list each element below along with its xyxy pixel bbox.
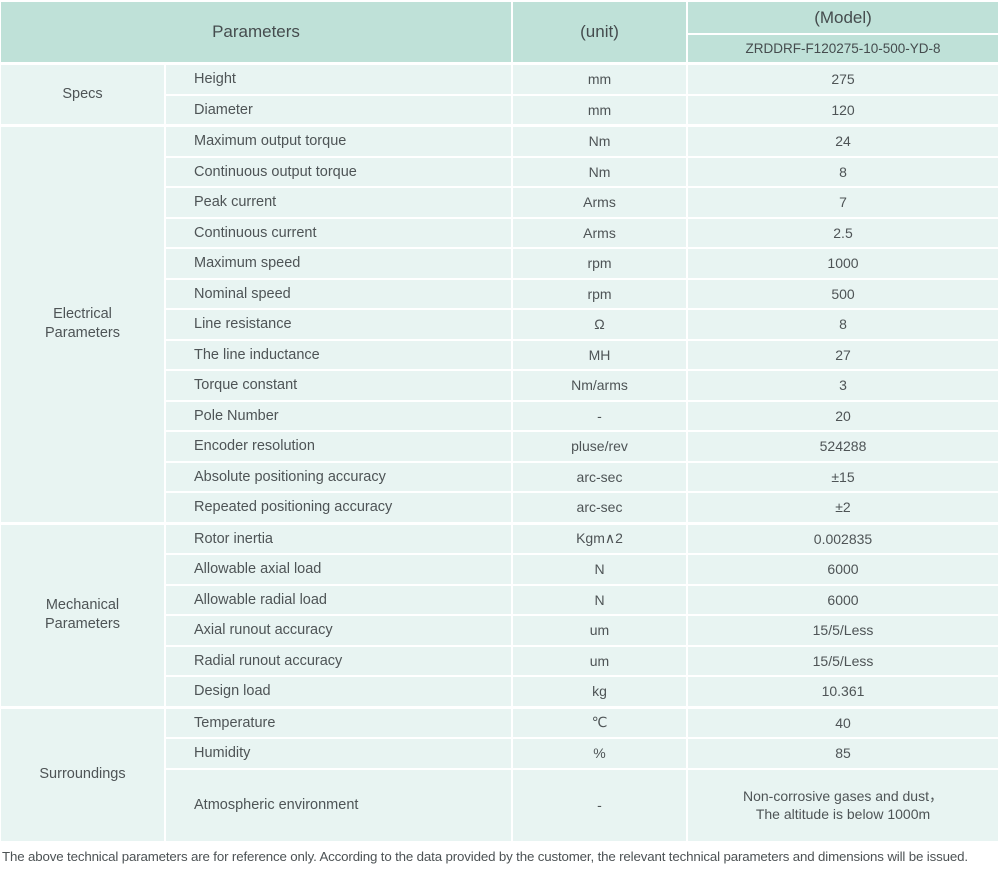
category-label: Electrical Parameters (45, 305, 120, 343)
param-name-cell: Maximum speed (166, 249, 511, 278)
param-unit-cell: Arms (513, 218, 686, 247)
param-value-cell: 40 (688, 708, 998, 737)
param-name-cell: Atmospheric environment (166, 769, 511, 841)
category-cell-surroundings: Surroundings (1, 708, 164, 841)
header-model-code: ZRDDRF-F120275-10-500-YD-8 (688, 35, 998, 62)
param-unit-cell: rpm (513, 279, 686, 308)
section-surroundings: Surroundings Temperature ℃ 40 Humidity %… (1, 708, 998, 841)
param-name-cell: Temperature (166, 708, 511, 737)
param-unit-cell: - (513, 401, 686, 430)
category-cell-mechanical: Mechanical Parameters (1, 524, 164, 706)
param-value-cell: 2.5 (688, 218, 998, 247)
param-unit-cell: um (513, 646, 686, 675)
param-unit-cell: N (513, 555, 686, 584)
param-value-cell: 27 (688, 340, 998, 369)
param-name-cell: The line inductance (166, 340, 511, 369)
param-name-cell: Diameter (166, 95, 511, 124)
param-value-cell: ±15 (688, 462, 998, 491)
param-name-cell: Absolute positioning accuracy (166, 462, 511, 491)
param-unit-cell: N (513, 585, 686, 614)
param-value-cell: 0.002835 (688, 524, 998, 553)
category-line: Mechanical (45, 597, 120, 613)
param-unit-cell: um (513, 616, 686, 645)
param-name-cell: Humidity (166, 739, 511, 768)
param-value-cell: 6000 (688, 585, 998, 614)
param-value-cell: 85 (688, 739, 998, 768)
param-value-cell: 8 (688, 157, 998, 186)
multiline-value: Non-corrosive gases and dust， The altitu… (743, 787, 943, 823)
param-name-cell: Maximum output torque (166, 127, 511, 156)
param-value-cell: 15/5/Less (688, 616, 998, 645)
table-header: Parameters (unit) (Model) ZRDDRF-F120275… (1, 2, 998, 62)
param-value-cell: 15/5/Less (688, 646, 998, 675)
param-unit-cell: kg (513, 677, 686, 706)
param-unit-cell: mm (513, 95, 686, 124)
param-value-cell: 10.361 (688, 677, 998, 706)
param-unit-cell: arc-sec (513, 493, 686, 522)
param-name-cell: Encoder resolution (166, 432, 511, 461)
param-name-cell: Continuous output torque (166, 157, 511, 186)
param-name-cell: Torque constant (166, 371, 511, 400)
category-cell-specs: Specs (1, 65, 164, 124)
param-name-cell: Rotor inertia (166, 524, 511, 553)
param-unit-cell: Ω (513, 310, 686, 339)
param-name-cell: Height (166, 65, 511, 94)
param-name-cell: Line resistance (166, 310, 511, 339)
param-value-cell: Non-corrosive gases and dust， The altitu… (688, 769, 998, 841)
param-value-cell: 275 (688, 65, 998, 94)
param-value-cell: 524288 (688, 432, 998, 461)
footnote: The above technical parameters are for r… (2, 848, 968, 864)
header-unit: (unit) (513, 2, 686, 62)
value-line: Non-corrosive gases and dust， (743, 788, 943, 804)
param-unit-cell: Nm/arms (513, 371, 686, 400)
param-name-cell: Allowable axial load (166, 555, 511, 584)
category-label: Surroundings (39, 766, 126, 782)
param-unit-cell: MH (513, 340, 686, 369)
param-name-cell: Axial runout accuracy (166, 616, 511, 645)
param-unit-cell: ℃ (513, 708, 686, 737)
category-label: Mechanical Parameters (45, 596, 120, 634)
param-value-cell: 120 (688, 95, 998, 124)
param-unit-cell: Arms (513, 188, 686, 217)
param-unit-cell: Nm (513, 127, 686, 156)
category-cell-electrical: Electrical Parameters (1, 127, 164, 522)
section-mechanical: Mechanical Parameters Rotor inertia Kgm∧… (1, 524, 998, 706)
param-name-cell: Nominal speed (166, 279, 511, 308)
header-parameters: Parameters (1, 2, 511, 62)
category-line: Electrical (53, 306, 112, 323)
param-value-cell: 1000 (688, 249, 998, 278)
section-specs: Specs Height mm 275 Diameter mm 120 (1, 65, 998, 124)
param-value-cell: 3 (688, 371, 998, 400)
param-value-cell: ±2 (688, 493, 998, 522)
section-electrical: Electrical Parameters Maximum output tor… (1, 127, 998, 522)
category-line: Parameters (45, 325, 120, 342)
param-name-cell: Design load (166, 677, 511, 706)
param-unit-cell: mm (513, 65, 686, 94)
param-value-cell: 8 (688, 310, 998, 339)
param-unit-cell: % (513, 739, 686, 768)
param-name-cell: Pole Number (166, 401, 511, 430)
param-name-cell: Radial runout accuracy (166, 646, 511, 675)
value-line: The altitude is below 1000m (755, 806, 931, 822)
param-value-cell: 6000 (688, 555, 998, 584)
param-value-cell: 20 (688, 401, 998, 430)
param-value-cell: 500 (688, 279, 998, 308)
header-model: (Model) (688, 2, 998, 33)
category-label: Specs (62, 86, 103, 102)
category-line: Parameters (45, 616, 120, 632)
param-unit-cell: rpm (513, 249, 686, 278)
param-name-cell: Peak current (166, 188, 511, 217)
param-name-cell: Continuous current (166, 218, 511, 247)
param-name-cell: Repeated positioning accuracy (166, 493, 511, 522)
param-value-cell: 24 (688, 127, 998, 156)
param-unit-cell: Kgm∧2 (513, 524, 686, 553)
param-unit-cell: Nm (513, 157, 686, 186)
param-unit-cell: pluse/rev (513, 432, 686, 461)
param-value-cell: 7 (688, 188, 998, 217)
spec-table: Parameters (unit) (Model) ZRDDRF-F120275… (1, 2, 998, 864)
param-unit-cell: - (513, 769, 686, 841)
param-unit-cell: arc-sec (513, 462, 686, 491)
param-name-cell: Allowable radial load (166, 585, 511, 614)
